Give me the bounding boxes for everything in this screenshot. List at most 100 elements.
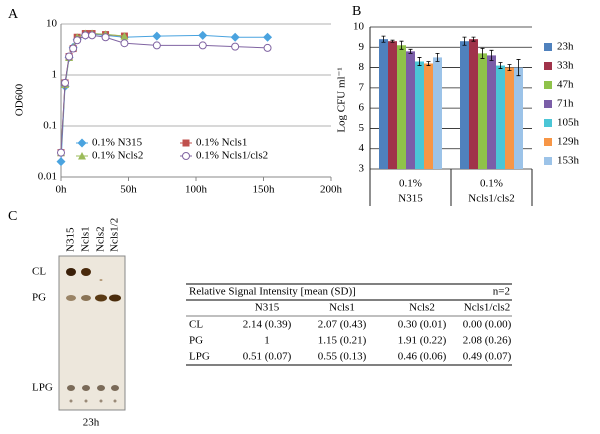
legend-label: 0.1% Ncls1 xyxy=(196,137,247,149)
table-cell: 0.51 (0.07) xyxy=(243,351,292,363)
legend-label: 0.1% N315 xyxy=(92,137,143,149)
bar xyxy=(415,61,424,169)
error-bar xyxy=(417,57,422,66)
point xyxy=(61,78,70,87)
y-tick-label: 8 xyxy=(359,61,365,73)
point xyxy=(65,52,74,61)
error-bar xyxy=(480,47,485,59)
bar xyxy=(478,53,487,169)
legend-label: 153h xyxy=(557,155,580,167)
gel-caption: 23h xyxy=(83,417,100,429)
legend-swatch xyxy=(544,81,552,89)
table-cell: 0.46 (0.06) xyxy=(398,351,447,363)
point xyxy=(198,41,207,50)
point xyxy=(152,31,162,41)
table-header: Ncls2 xyxy=(409,302,435,314)
point xyxy=(198,30,208,40)
error-bar xyxy=(381,35,386,43)
table-cell: 0.55 (0.13) xyxy=(318,351,367,363)
x-tick-label: 50h xyxy=(120,184,137,196)
x-tick-label: 0h xyxy=(56,184,68,196)
legend-label: 47h xyxy=(557,79,574,91)
row-label: LPG xyxy=(189,351,210,363)
y-axis-label: Log CFU ml⁻¹ xyxy=(336,67,348,132)
bar xyxy=(397,45,406,169)
error-bar xyxy=(516,59,521,77)
legend-swatch xyxy=(544,43,552,51)
lane-label: Ncls1/2 xyxy=(109,218,121,252)
point xyxy=(120,39,129,48)
point xyxy=(56,157,66,167)
legend-swatch xyxy=(544,62,552,70)
table-cell: 0.49 (0.07) xyxy=(463,351,512,363)
error-bar xyxy=(498,62,503,69)
table-header: N315 xyxy=(255,302,280,314)
point xyxy=(231,42,240,51)
legend-swatch xyxy=(544,100,552,108)
table-cell: 1.91 (0.22) xyxy=(398,335,447,347)
bar xyxy=(406,51,415,169)
legend-swatch xyxy=(544,138,552,146)
bar xyxy=(424,63,433,170)
bar xyxy=(433,57,442,169)
lane-label: N315 xyxy=(65,227,77,252)
point xyxy=(230,32,240,42)
row-label: CL xyxy=(189,319,203,331)
error-bar xyxy=(507,64,512,72)
point xyxy=(81,31,90,40)
error-bar xyxy=(408,48,413,54)
legend-marker xyxy=(182,152,190,160)
error-bar xyxy=(471,36,476,42)
error-bar xyxy=(489,49,494,61)
bar xyxy=(460,41,469,170)
panel-letter: A xyxy=(8,7,19,22)
table-cell: 1.15 (0.21) xyxy=(318,335,367,347)
legend-marker xyxy=(182,139,190,147)
table-cell: 2.08 (0.26) xyxy=(463,335,512,347)
bar xyxy=(487,55,496,169)
gel-image xyxy=(58,255,126,411)
table-cell: 2.07 (0.43) xyxy=(318,319,367,331)
y-tick-label: 7 xyxy=(359,81,365,93)
x-tick-label: Ncls1/cls2 xyxy=(468,193,514,205)
error-bar xyxy=(426,61,431,66)
table-title: Relative Signal Intensity [mean (SD)] xyxy=(189,286,356,298)
legend-label: 0.1% Ncls1/cls2 xyxy=(196,150,268,162)
bar xyxy=(379,39,388,169)
error-bar xyxy=(390,39,395,43)
bar xyxy=(514,67,523,169)
table-cell: 0.30 (0.01) xyxy=(398,319,447,331)
lane-label: Ncls1 xyxy=(80,226,92,252)
bar xyxy=(469,39,478,169)
bar xyxy=(505,67,514,169)
error-bar xyxy=(399,40,404,50)
bar xyxy=(496,65,505,169)
point xyxy=(73,36,82,45)
table-cell: 1 xyxy=(264,335,270,347)
x-tick-label: 200h xyxy=(320,184,343,196)
error-bar xyxy=(435,52,440,62)
point xyxy=(263,43,272,52)
series-line xyxy=(60,34,268,153)
table-cell: 0.00 (0.00) xyxy=(463,319,512,331)
row-label: PG xyxy=(189,335,203,347)
x-tick-label: 100h xyxy=(185,184,208,196)
band-label: CL xyxy=(32,266,46,278)
bar xyxy=(388,41,397,170)
table-note: n=2 xyxy=(493,286,510,298)
panel-letter: C xyxy=(8,209,17,224)
table-rules xyxy=(186,283,512,366)
lane-label: Ncls2 xyxy=(95,226,107,252)
y-tick-label: 1 xyxy=(52,69,58,81)
table-cell: 2.14 (0.39) xyxy=(243,319,292,331)
y-tick-label: 4 xyxy=(359,142,365,154)
legend-swatch xyxy=(544,119,552,127)
x-tick-label: 0.1% xyxy=(480,178,503,190)
point xyxy=(69,44,78,53)
legend-marker xyxy=(77,138,87,148)
point xyxy=(263,32,273,42)
y-tick-label: 10 xyxy=(46,18,58,30)
legend-label: 33h xyxy=(557,60,574,72)
panel-letter: B xyxy=(352,4,361,19)
x-tick-label: 0.1% xyxy=(399,178,422,190)
